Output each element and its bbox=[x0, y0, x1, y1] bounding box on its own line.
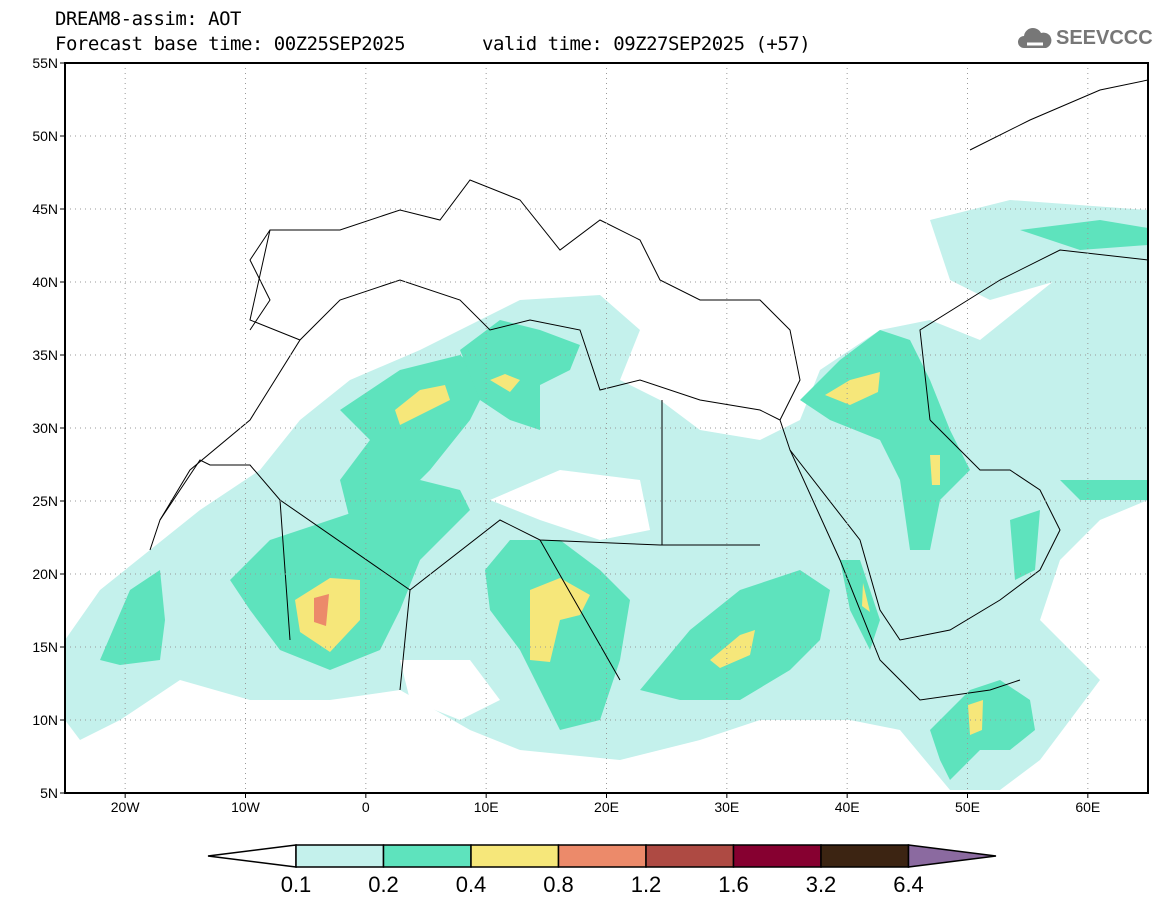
colorbar-label: 1.2 bbox=[631, 872, 662, 897]
lon-tick-label: 50E bbox=[955, 799, 980, 815]
lat-tick-label: 40N bbox=[32, 274, 58, 290]
lon-tick-label: 30E bbox=[714, 799, 739, 815]
lon-tick-label: 10E bbox=[474, 799, 499, 815]
lon-tick-label: 60E bbox=[1075, 799, 1100, 815]
colorbar-bin bbox=[820, 844, 910, 868]
gridlines bbox=[65, 63, 1148, 793]
lon-tick-label: 20W bbox=[111, 799, 141, 815]
aot-clear-hole bbox=[490, 470, 650, 540]
lat-tick-label: 55N bbox=[32, 55, 58, 71]
lon-tick-label: 20E bbox=[594, 799, 619, 815]
lat-tick-label: 10N bbox=[32, 712, 58, 728]
colorbar-bin bbox=[557, 844, 647, 868]
colorbar-high-arrow bbox=[907, 844, 997, 868]
forecast-base-time: Forecast base time: 00Z25SEP2025 bbox=[55, 33, 406, 55]
coastlines-borders bbox=[149, 79, 1148, 701]
colorbar-bin bbox=[732, 844, 822, 868]
lon-tick-label: 40E bbox=[835, 799, 860, 815]
lat-tick-label: 35N bbox=[32, 347, 58, 363]
lat-tick-label: 45N bbox=[32, 201, 58, 217]
colorbar-bin bbox=[645, 844, 735, 868]
seevccc-logo: SEEVCCC bbox=[1018, 26, 1153, 50]
colorbar: 0.1 0.2 0.4 0.8 1.2 1.6 3.2 6.4 bbox=[207, 844, 997, 897]
colorbar-label: 6.4 bbox=[893, 872, 924, 897]
aot-fields bbox=[65, 79, 1148, 790]
map-title: DREAM8-assim: AOT bbox=[55, 8, 241, 30]
colorbar-bin bbox=[382, 844, 472, 868]
aot-0.4-0.8-regions bbox=[295, 372, 983, 735]
colorbar-label: 3.2 bbox=[806, 872, 837, 897]
colorbar-label: 0.1 bbox=[281, 872, 312, 897]
colorbar-label: 0.2 bbox=[368, 872, 399, 897]
lat-tick-label: 25N bbox=[32, 493, 58, 509]
valid-time: valid time: 09Z27SEP2025 (+57) bbox=[482, 33, 811, 55]
colorbar-label: 1.6 bbox=[718, 872, 749, 897]
aot-clear-hole bbox=[400, 660, 500, 720]
colorbar-label: 0.4 bbox=[456, 872, 487, 897]
axis-ticks: 20W 10W 0 10E 20E 30E 40E 50E 60E 5N 10N 15N 20N 25N 3… bbox=[32, 55, 1100, 815]
colorbar-bin bbox=[295, 844, 385, 868]
aot-0.8-1.2-region bbox=[314, 594, 329, 626]
lon-tick-label: 0 bbox=[362, 799, 370, 815]
lon-tick-label: 10W bbox=[231, 799, 261, 815]
logo-text: SEEVCCC bbox=[1056, 26, 1153, 49]
lat-tick-label: 5N bbox=[40, 785, 58, 801]
colorbar-low-arrow bbox=[207, 844, 297, 868]
lat-tick-label: 15N bbox=[32, 639, 58, 655]
lat-tick-label: 20N bbox=[32, 566, 58, 582]
lat-tick-label: 30N bbox=[32, 420, 58, 436]
colorbar-label: 0.8 bbox=[543, 872, 574, 897]
cloud-icon bbox=[1018, 28, 1052, 48]
lat-tick-label: 50N bbox=[32, 128, 58, 144]
colorbar-bin bbox=[470, 844, 560, 868]
